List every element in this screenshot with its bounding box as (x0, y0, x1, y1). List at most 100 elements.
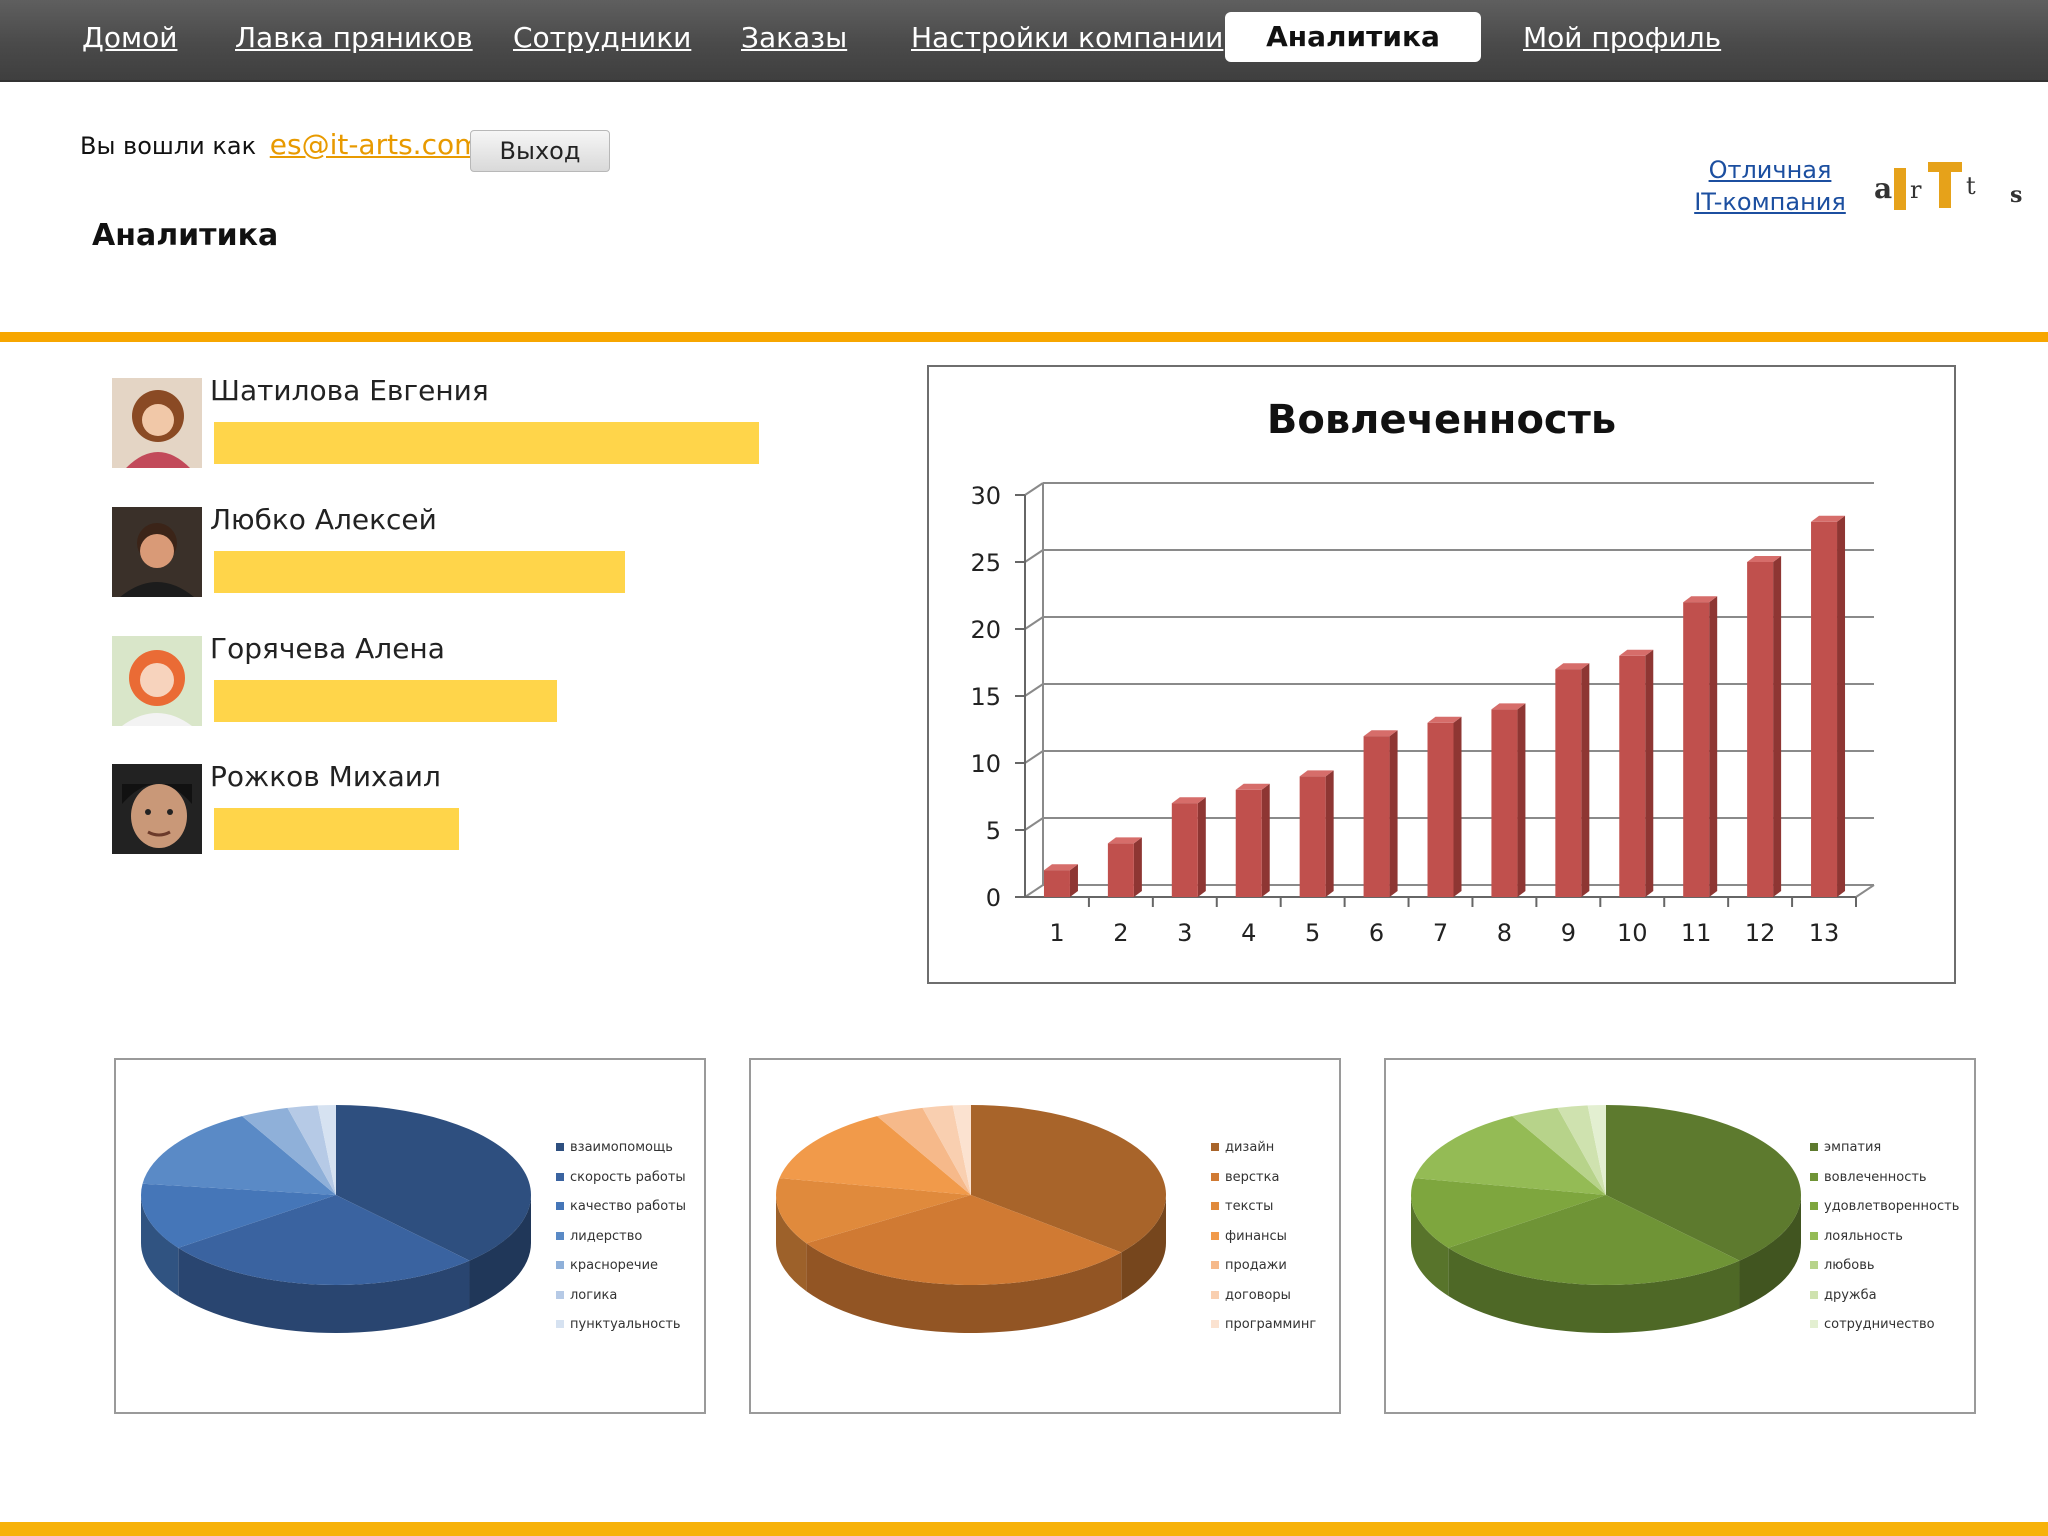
pie-slice-side (806, 1243, 1122, 1333)
logout-button[interactable]: Выход (470, 130, 610, 172)
pie-slice (242, 1107, 336, 1195)
pie-slice (178, 1195, 470, 1285)
bar-front (1299, 776, 1326, 897)
x-tick-label: 12 (1745, 919, 1776, 947)
employee-score-bar (214, 680, 558, 722)
gridline-side (1024, 683, 1044, 697)
pie-slice (141, 1183, 336, 1248)
legend-item: дизайн (1211, 1140, 1316, 1170)
employee-row[interactable]: Шатилова Евгения (112, 374, 812, 488)
bar-top (1107, 837, 1142, 844)
bar-top (1555, 663, 1590, 670)
bar-front (1363, 736, 1390, 897)
employee-row[interactable]: Горячева Алена (112, 632, 812, 746)
company-link-line1: Отличная (1708, 156, 1832, 184)
header-divider (0, 332, 2048, 342)
bar-front (1171, 803, 1198, 897)
employee-row[interactable]: Любко Алексей (112, 503, 812, 617)
bar-top (1427, 716, 1462, 723)
y-tick-label: 5 (986, 817, 1001, 845)
pie-slice (1512, 1107, 1606, 1195)
x-tick-label: 8 (1497, 919, 1512, 947)
legend-label: красноречие (570, 1258, 659, 1273)
company-logo: a r t s (1874, 162, 2022, 210)
avatar (112, 764, 202, 854)
bar (1299, 770, 1334, 897)
y-tick-label: 30 (970, 482, 1001, 510)
pie-chart-plot (776, 1105, 1166, 1333)
bar-top (1235, 783, 1270, 790)
x-tick-label: 6 (1369, 919, 1384, 947)
top-navigation: Домой Лавка пряников Сотрудники Заказы Н… (0, 0, 2048, 82)
user-email-link[interactable]: es@it-arts.com (269, 128, 482, 161)
pie-slice-side (1121, 1195, 1166, 1301)
nav-item-employees[interactable]: Сотрудники (513, 21, 692, 54)
employee-row[interactable]: Рожков Михаил (112, 760, 812, 874)
pie-slice-side (1411, 1195, 1449, 1296)
pie-slice (142, 1116, 336, 1195)
legend-label: скорость работы (570, 1169, 686, 1185)
pie-slice-side (141, 1195, 179, 1296)
bar-side (1837, 515, 1846, 897)
bar (1811, 515, 1846, 897)
bar (1427, 716, 1462, 897)
employee-name: Горячева Алена (210, 632, 445, 665)
page-title: Аналитика (92, 218, 279, 253)
legend-swatch (556, 1143, 564, 1151)
footer-divider (0, 1522, 2048, 1536)
pie-slice (287, 1105, 336, 1195)
bar-side (1773, 556, 1782, 897)
bar-front (1107, 843, 1134, 897)
legend-item: лояльность (1810, 1229, 1959, 1259)
bar (1491, 703, 1526, 897)
pie-chart-plot (1411, 1105, 1801, 1333)
legend-label: вовлеченность (1824, 1169, 1927, 1185)
pie-slice-side (776, 1195, 807, 1292)
nav-item-gingerbread-shop[interactable]: Лавка пряников (235, 21, 473, 54)
logo-letter-r: r (1910, 176, 1922, 204)
company-link[interactable]: Отличная IT-компания (1690, 154, 1850, 218)
nav-item-orders[interactable]: Заказы (741, 21, 848, 54)
nav-item-my-profile[interactable]: Мой профиль (1523, 21, 1722, 54)
legend-item: любовь (1810, 1258, 1959, 1288)
legend-item: пунктуальность (556, 1317, 686, 1347)
legend-label: удовлетворенность (1824, 1199, 1960, 1214)
pie-slice (971, 1105, 1166, 1253)
nav-item-company-settings[interactable]: Настройки компании (911, 21, 1224, 54)
pie-slice (1557, 1105, 1606, 1195)
nav-item-analytics[interactable]: Аналитика (1225, 12, 1481, 62)
bar-side (1517, 703, 1526, 897)
x-tick-label: 5 (1305, 919, 1320, 947)
floor-edge (1855, 884, 1875, 898)
nav-item-home[interactable]: Домой (82, 21, 178, 54)
pie-chart-skills: дизайн верстка тексты финансы продажи договор… (749, 1058, 1341, 1414)
legend-item: сотрудничество (1810, 1317, 1959, 1347)
legend-label: любовь (1824, 1258, 1875, 1273)
bar (1555, 663, 1590, 897)
bar-top (1043, 864, 1078, 871)
bar-front (1619, 655, 1646, 897)
legend-item: финансы (1211, 1229, 1316, 1259)
engagement-chart: Вовлеченность 0 5 10 15 20 25 30 1 2 3 4 5 6 7 8 9 10 11 1… (927, 365, 1956, 984)
x-tick-label: 13 (1809, 919, 1840, 947)
x-tick-label: 9 (1561, 919, 1576, 947)
legend-item: тексты (1211, 1199, 1316, 1229)
legend-swatch (1810, 1261, 1818, 1269)
legend-label: договоры (1225, 1287, 1291, 1303)
gridline-side (1024, 549, 1044, 563)
legend-label: тексты (1225, 1199, 1274, 1214)
pie-slice (317, 1105, 336, 1195)
bar-front (1811, 521, 1838, 897)
y-tick-label: 10 (970, 750, 1001, 778)
bar-front (1043, 870, 1070, 897)
bar-front (1427, 722, 1454, 897)
y-tick-label: 20 (970, 616, 1001, 644)
legend-label: логика (570, 1287, 618, 1303)
bar-side (1389, 730, 1398, 897)
legend-item: эмпатия (1810, 1140, 1959, 1170)
pie-slice (877, 1107, 971, 1195)
legend-swatch (556, 1172, 564, 1181)
legend-item: программинг (1211, 1317, 1316, 1347)
bar-side (1709, 596, 1718, 897)
legend-swatch (1810, 1172, 1818, 1181)
